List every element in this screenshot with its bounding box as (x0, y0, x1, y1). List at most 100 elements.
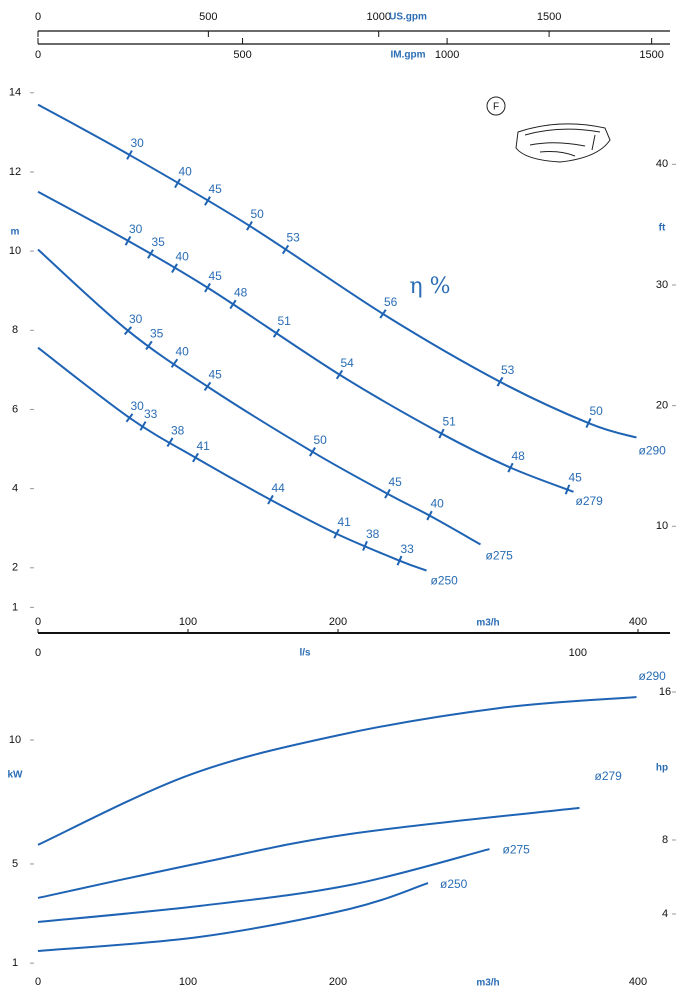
flow-tick-label: 0 (35, 49, 41, 61)
x-tick-label: 0 (35, 616, 41, 628)
efficiency-label: 35 (150, 327, 164, 341)
curve (37, 696, 637, 846)
efficiency-tick (496, 376, 504, 387)
efficiency-tick (147, 249, 154, 259)
y-tick-label: 10 (9, 245, 21, 257)
curve (37, 346, 427, 572)
efficiency-label: 44 (272, 481, 286, 495)
efficiency-label: 54 (341, 356, 355, 370)
curve (37, 248, 481, 546)
y-tick-label: 2 (12, 562, 18, 574)
x-tick-label: 400 (629, 616, 647, 628)
curve (37, 806, 580, 899)
efficiency-label: 41 (338, 515, 352, 529)
efficiency-tick (335, 369, 344, 380)
y2-tick-label: 8 (662, 834, 668, 846)
efficiency-tick (309, 447, 316, 457)
x-axis-label: m3/h (476, 978, 499, 989)
efficiency-label: 38 (171, 423, 185, 437)
x-tick-label: 400 (629, 976, 647, 988)
y2-tick-label: 30 (656, 279, 668, 291)
efficiency-tick (426, 510, 433, 521)
flow-axis-label: IM.gpm (391, 50, 426, 61)
y-tick-label: 4 (12, 483, 18, 495)
y-tick-label: 1 (12, 957, 18, 969)
curve (37, 190, 574, 493)
efficiency-label: 53 (287, 231, 301, 245)
curve (37, 103, 637, 439)
y-tick-label: 1 (12, 601, 18, 613)
efficiency-tick (281, 244, 290, 255)
impeller-icon (486, 96, 611, 163)
efficiency-tick (333, 528, 340, 539)
efficiency-tick (145, 340, 153, 351)
efficiency-label: 35 (152, 235, 166, 249)
efficiency-label: 48 (512, 449, 526, 463)
efficiency-label: 50 (314, 433, 328, 447)
flow-tick-label: 100 (569, 647, 587, 659)
efficiency-tick (174, 178, 181, 189)
x-tick-label: 100 (179, 616, 197, 628)
curve (37, 848, 490, 923)
efficiency-tick (204, 196, 211, 206)
y-axis-label: m (11, 227, 20, 238)
flow-tick-label: 0 (35, 11, 41, 23)
flow-tick-label: 1000 (435, 49, 459, 61)
y2-tick-label: 16 (659, 686, 671, 698)
flow-tick-label: 0 (35, 647, 41, 659)
efficiency-label: 45 (209, 368, 223, 382)
flow-tick-label: 1500 (537, 11, 561, 23)
icon-label: F (493, 102, 499, 113)
efficiency-label: 40 (179, 164, 193, 178)
y2-tick-label: 10 (656, 520, 668, 532)
efficiency-label: 40 (176, 344, 190, 358)
efficiency-tick (396, 555, 403, 566)
efficiency-tick (124, 235, 132, 246)
y-axis-label: kW (8, 770, 24, 781)
flow-tick-label: 500 (233, 49, 251, 61)
efficiency-label: 33 (144, 407, 158, 421)
curve (37, 882, 429, 953)
efficiency-label: 45 (569, 471, 583, 485)
efficiency-tick (585, 418, 592, 428)
efficiency-tick (139, 421, 147, 431)
efficiency-label: 33 (401, 542, 415, 556)
x-tick-label: 200 (329, 976, 347, 988)
efficiency-tick (123, 326, 133, 336)
efficiency-tick (384, 488, 391, 499)
efficiency-tick (204, 282, 211, 293)
y-tick-label: 6 (12, 403, 18, 415)
efficiency-tick (126, 150, 133, 160)
efficiency-tick (170, 358, 179, 368)
efficiency-tick (166, 437, 174, 448)
curve-label: ø275 (486, 549, 514, 563)
efficiency-tick (272, 328, 281, 338)
y2-tick-label: 20 (656, 400, 668, 412)
efficiency-label: 53 (501, 363, 515, 377)
curve-label: ø290 (639, 444, 667, 458)
annotation: η % (409, 274, 450, 299)
efficiency-tick (203, 381, 212, 392)
y-tick-label: 8 (12, 324, 18, 336)
efficiency-label: 45 (209, 182, 223, 196)
curve-label: ø279 (576, 494, 604, 508)
efficiency-label: 51 (278, 314, 292, 328)
x-tick-label: 100 (179, 976, 197, 988)
efficiency-label: 48 (234, 286, 248, 300)
flow-tick-label: 500 (199, 11, 217, 23)
efficiency-tick (438, 428, 445, 439)
efficiency-label: 40 (176, 249, 190, 263)
x-tick-label: 0 (35, 976, 41, 988)
y2-axis-label: hp (656, 763, 668, 774)
efficiency-label: 30 (131, 136, 145, 150)
y-tick-label: 12 (9, 166, 21, 178)
x-axis-label: m3/h (476, 618, 499, 629)
efficiency-tick (171, 263, 178, 274)
efficiency-tick (564, 484, 571, 495)
efficiency-label: 50 (590, 404, 604, 418)
efficiency-tick (507, 462, 514, 473)
curve-label: ø250 (431, 574, 459, 588)
y-tick-label: 5 (12, 858, 18, 870)
efficiency-label: 30 (129, 312, 143, 326)
